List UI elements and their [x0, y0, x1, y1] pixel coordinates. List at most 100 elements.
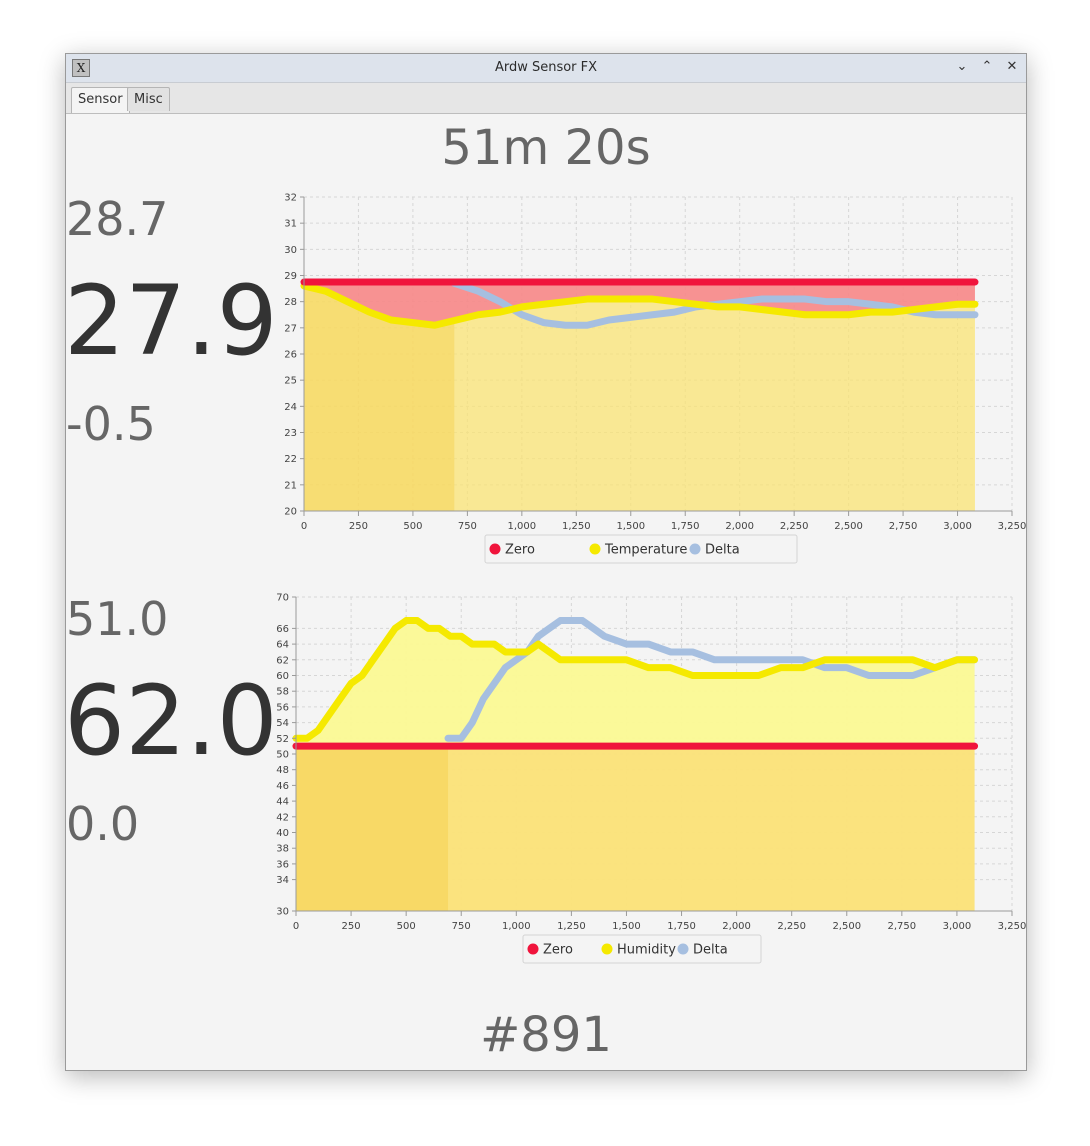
x-tick-label: 2,000 [725, 521, 754, 532]
x-tick-label: 0 [301, 521, 307, 532]
y-tick-label: 38 [276, 844, 289, 855]
y-tick-label: 20 [284, 507, 297, 518]
x-tick-label: 0 [293, 921, 299, 932]
x-app-icon: X [72, 59, 90, 77]
legend-label-zero: Zero [505, 543, 535, 558]
close-icon[interactable]: ✕ [1006, 59, 1018, 74]
series-line-delta [444, 617, 979, 742]
x-tick-label: 1,000 [502, 921, 531, 932]
y-tick-label: 34 [276, 875, 289, 886]
legend-marker-delta [689, 543, 701, 555]
series-area-left [304, 285, 455, 511]
x-tick-label: 250 [349, 521, 368, 532]
y-tick-label: 30 [276, 907, 289, 918]
series-area-main [304, 285, 975, 511]
tab-sensor[interactable]: Sensor [71, 87, 130, 113]
x-tick-label: 500 [397, 921, 416, 932]
y-tick-label: 24 [284, 402, 297, 413]
x-tick-label: 750 [452, 921, 471, 932]
x-tick-label: 2,500 [834, 521, 863, 532]
x-tick-label: 3,250 [998, 521, 1026, 532]
temperature-chart: 0 250 500 750 1,000 1,250 1,500 1,750 2,000 2,250… [284, 193, 1026, 564]
x-tick-label: 2,250 [777, 921, 806, 932]
y-tick-label: 46 [276, 781, 289, 792]
y-tick-label: 25 [284, 376, 297, 387]
maximize-icon[interactable]: ⌃ [981, 59, 993, 74]
y-tick-label: 48 [276, 765, 289, 776]
temperature-delta: -0.5 [66, 397, 156, 451]
x-tick-label: 1,500 [616, 521, 645, 532]
y-tick-label: 22 [284, 454, 297, 465]
temperature-max: 28.7 [66, 192, 169, 246]
y-tick-label: 56 [276, 702, 289, 713]
x-tick-label: 3,250 [998, 921, 1026, 932]
temperature-current: 27.9 [65, 265, 278, 377]
legend-marker-delta [677, 943, 689, 955]
x-tick-label: 250 [342, 921, 361, 932]
y-tick-label: 62 [276, 655, 289, 666]
legend-label-delta: Delta [693, 943, 728, 958]
title-bar[interactable]: X Ardw Sensor FX ⌄ ⌃ ✕ [66, 54, 1026, 83]
app-window: X Ardw Sensor FX ⌄ ⌃ ✕ Sensor Misc 51m 2… [65, 53, 1027, 1071]
humidity-chart: 0 250 500 750 1,000 1,250 1,500 1,750 2,000 2,250… [276, 593, 1026, 964]
x-tick-label: 3,000 [943, 521, 972, 532]
y-tick-label: 58 [276, 687, 289, 698]
y-tick-label: 70 [276, 593, 289, 604]
x-tick-label: 1,750 [667, 921, 696, 932]
y-tick-label: 50 [276, 750, 289, 761]
tab-bar: Sensor Misc [66, 83, 1026, 114]
chart-legend [522, 934, 762, 964]
y-tick-label: 21 [284, 480, 297, 491]
y-tick-label: 52 [276, 734, 289, 745]
y-tick-label: 28 [284, 297, 297, 308]
y-tick-label: 26 [284, 350, 297, 361]
y-tick-label: 66 [276, 624, 289, 635]
y-tick-label: 23 [284, 428, 297, 439]
minimize-icon[interactable]: ⌄ [956, 59, 968, 74]
legend-marker-zero [527, 943, 539, 955]
elapsed-time: 51m 20s [441, 120, 651, 176]
y-tick-label: 29 [284, 271, 297, 282]
humidity-delta: 0.0 [66, 797, 140, 851]
x-tick-label: 1,750 [671, 521, 700, 532]
x-tick-label: 1,250 [557, 921, 586, 932]
x-tick-label: 1,000 [508, 521, 537, 532]
y-tick-label: 54 [276, 718, 289, 729]
y-tick-label: 36 [276, 859, 289, 870]
x-tick-label: 2,250 [780, 521, 809, 532]
legend-marker-zero [489, 543, 501, 555]
legend-marker-temperature [589, 543, 601, 555]
y-tick-label: 30 [284, 245, 297, 256]
tab-misc[interactable]: Misc [127, 87, 170, 111]
humidity-max: 51.0 [66, 592, 169, 646]
x-tick-label: 1,500 [612, 921, 641, 932]
series-area-humidity [296, 620, 975, 747]
legend-marker-humidity [601, 943, 613, 955]
x-tick-label: 2,750 [889, 521, 918, 532]
y-tick-label: 32 [284, 193, 297, 204]
x-tick-label: 2,000 [722, 921, 751, 932]
chart-legend [484, 534, 798, 564]
x-tick-label: 2,500 [832, 921, 861, 932]
series-line-main [292, 617, 979, 742]
y-tick-label: 42 [276, 812, 289, 823]
sample-counter: #891 [480, 1007, 612, 1063]
y-tick-label: 44 [276, 797, 289, 808]
humidity-current: 62.0 [65, 665, 278, 777]
legend-label-delta: Delta [705, 543, 740, 558]
legend-label-humidity: Humidity [617, 943, 676, 958]
series-line-main [300, 282, 979, 329]
x-tick-label: 750 [458, 521, 477, 532]
y-tick-label: 60 [276, 671, 289, 682]
legend-label-temperature: Temperature [604, 543, 687, 558]
legend-label-zero: Zero [543, 943, 573, 958]
x-tick-label: 500 [403, 521, 422, 532]
y-tick-label: 27 [284, 323, 297, 334]
y-tick-label: 40 [276, 828, 289, 839]
window-title: Ardw Sensor FX [494, 60, 598, 75]
y-tick-label: 31 [284, 219, 297, 230]
x-tick-label: 2,750 [888, 921, 917, 932]
x-tick-label: 1,250 [562, 521, 591, 532]
y-tick-label: 64 [276, 640, 289, 651]
series-area-zero-left [296, 746, 449, 911]
